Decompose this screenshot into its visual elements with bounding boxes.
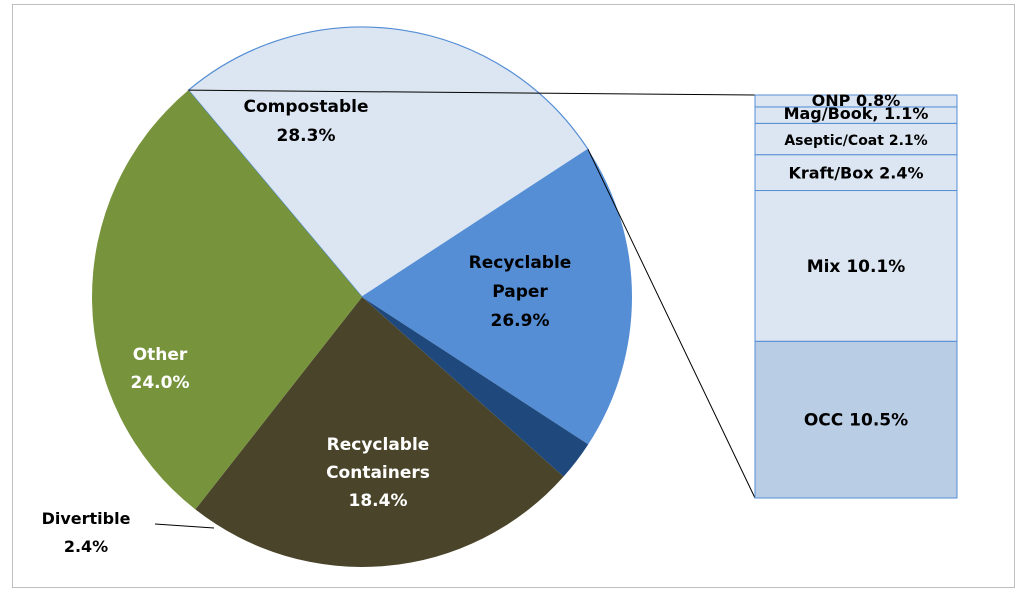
bar-segment-onp xyxy=(754,94,958,108)
pie-slice-compostable xyxy=(92,90,362,510)
pie-slice-recyclable-paper xyxy=(187,26,589,298)
connector-line-top xyxy=(188,89,756,96)
pie-label-divertible: Divertible 2.4% xyxy=(42,509,131,556)
bar-label-occ: OCC 10.5% xyxy=(804,411,908,431)
pie-slice-divertible xyxy=(362,297,589,477)
chart-frame xyxy=(12,4,1015,588)
bar-label-mag-book: Mag/Book, 1.1% xyxy=(784,104,929,123)
pie-slice-recyclable-containers xyxy=(362,149,633,445)
bar-label-aseptic-coat: Aseptic/Coat 2.1% xyxy=(784,133,927,149)
connector-line-bottom xyxy=(587,149,756,499)
bar-segment-mix xyxy=(754,190,958,342)
leader-line-divertible xyxy=(154,523,215,529)
bar-label-kraft-box: Kraft/Box 2.4% xyxy=(789,164,924,183)
pie-label-compostable: Compostable 28.3% xyxy=(244,97,369,146)
bar-segment-occ xyxy=(754,340,958,499)
pie-slice-other xyxy=(195,297,564,567)
bar-label-onp: ONP 0.8% xyxy=(812,91,901,110)
pie-label-recyclable-paper: Recyclable Paper 26.9% xyxy=(469,253,572,331)
pie-label-other: Other 24.0% xyxy=(131,345,190,393)
bar-label-mix: Mix 10.1% xyxy=(807,257,906,277)
pie-label-recyclable-containers: Recyclable Containers 18.4% xyxy=(326,435,430,511)
